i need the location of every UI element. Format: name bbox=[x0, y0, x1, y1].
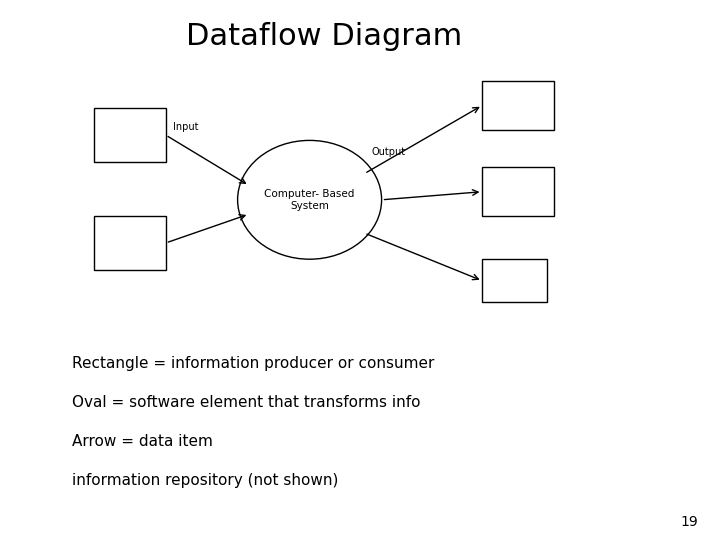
Text: Rectangle = information producer or consumer: Rectangle = information producer or cons… bbox=[72, 356, 434, 372]
Text: Dataflow Diagram: Dataflow Diagram bbox=[186, 22, 462, 51]
Text: information repository (not shown): information repository (not shown) bbox=[72, 473, 338, 488]
Text: 19: 19 bbox=[680, 515, 698, 529]
Text: Arrow = data item: Arrow = data item bbox=[72, 434, 213, 449]
Text: Oval = software element that transforms info: Oval = software element that transforms … bbox=[72, 395, 420, 410]
Text: Input: Input bbox=[173, 122, 198, 132]
Text: Computer- Based
System: Computer- Based System bbox=[264, 189, 355, 211]
Text: Output: Output bbox=[372, 147, 405, 157]
